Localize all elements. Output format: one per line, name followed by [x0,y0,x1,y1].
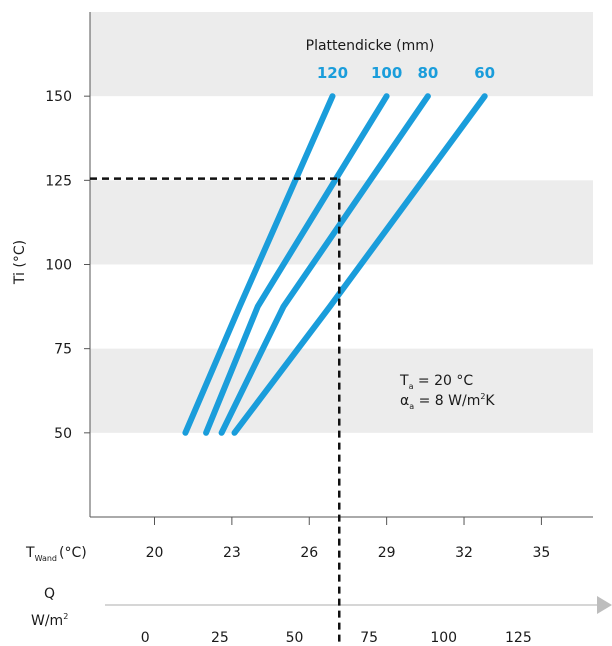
twand-axis-label: TWand (°C) [25,545,87,563]
series-line-60 [231,93,488,436]
q-tick-label-25: 25 [211,630,229,646]
y-tick-label-100: 100 [45,258,72,274]
y-tick-label-125: 125 [45,173,72,189]
q-axis-label-bottom: W/m2 [31,612,68,629]
q-tick-label-75: 75 [360,630,378,646]
series-label-80: 80 [417,64,438,82]
q-axis-arrow-icon [597,596,612,614]
q-tick-label-100: 100 [430,630,457,646]
legend-title: Plattendicke (mm) [306,38,435,54]
band-stripe-2 [90,12,593,97]
y-axis-ticks: 50 75 100 125 150 [45,89,90,442]
q-tick-label-50: 50 [286,630,304,646]
series-label-120: 120 [317,64,348,82]
q-tick-label-125: 125 [505,630,532,646]
twand-tick-label-23: 23 [223,545,241,561]
series-line-100 [203,93,390,436]
twand-tick-label-26: 26 [300,545,318,561]
twand-axis-ticks: 20 23 26 29 32 35 [146,517,550,561]
y-tick-label-50: 50 [54,426,72,442]
twand-tick-label-35: 35 [532,545,550,561]
series-line-120 [182,93,336,436]
band-stripe-0 [90,348,593,433]
y-tick-label-150: 150 [45,89,72,105]
q-tick-label-0: 0 [141,630,150,646]
annotation-alpha: αa = 8 W/m2K [400,392,495,411]
series-lines [182,93,488,436]
q-axis-ticks: 0 25 50 75 100 125 [141,630,532,646]
y-axis-label: Ti (°C) [12,240,28,285]
twand-tick-label-20: 20 [146,545,164,561]
series-label-100: 100 [371,64,402,82]
twand-tick-label-29: 29 [378,545,396,561]
reference-lines [90,177,341,646]
q-axis-label-top: Q [44,586,55,602]
series-line-80 [218,93,431,436]
annotation-ta: Ta = 20 °C [399,373,473,391]
series-label-60: 60 [474,64,495,82]
series-labels: 120 100 80 60 [317,64,495,82]
y-tick-label-75: 75 [54,342,72,358]
twand-tick-label-32: 32 [455,545,473,561]
